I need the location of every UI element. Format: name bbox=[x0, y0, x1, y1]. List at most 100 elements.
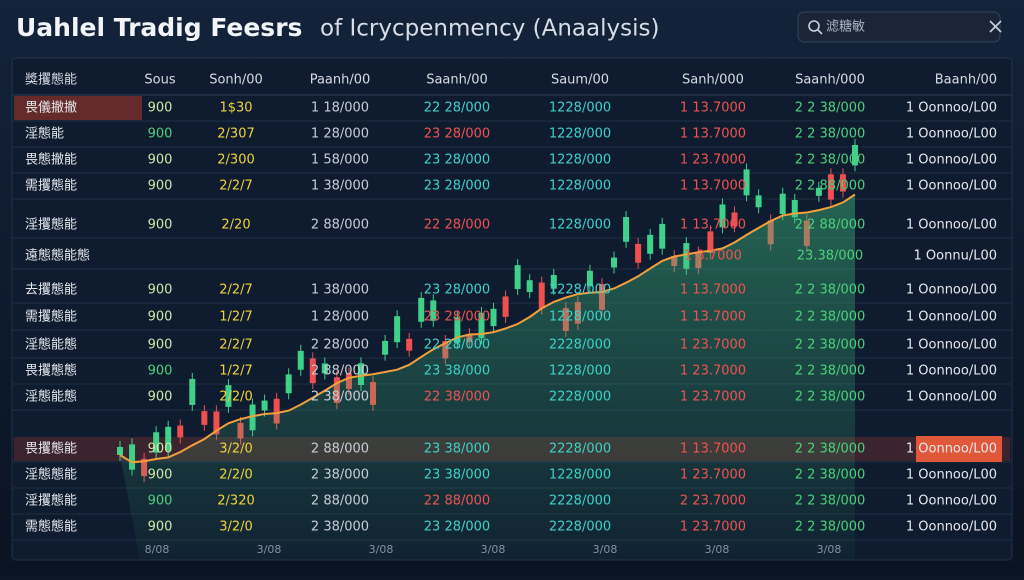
table-cell: 1 23.7000 bbox=[680, 520, 746, 535]
candle-body bbox=[153, 432, 160, 453]
candle-body bbox=[731, 212, 738, 227]
column-header: Saanh/00 bbox=[426, 73, 488, 88]
table-cell: 1 Oonnoo/L00 bbox=[906, 390, 997, 405]
table-cell: 遠態態能態 bbox=[25, 248, 90, 264]
table-cell: 1 23.7000 bbox=[680, 153, 746, 168]
table-cell: 3/2/0 bbox=[219, 520, 253, 535]
footer-label: 3/08 bbox=[817, 543, 842, 556]
table-cell: 淫態能態 bbox=[25, 389, 77, 405]
table-cell: 2 38/000 bbox=[311, 520, 369, 535]
table-cell: 1228/000 bbox=[549, 364, 611, 379]
table-cell: 2/2/7 bbox=[219, 283, 253, 298]
table-cell: 900 bbox=[148, 494, 173, 509]
table-cell: 2 2 88/000 bbox=[795, 179, 866, 194]
candle-body bbox=[177, 425, 184, 438]
candle-body bbox=[538, 282, 545, 309]
table-cell: 1 13.7000 bbox=[680, 179, 746, 194]
search-placeholder: 滤糖敏 bbox=[826, 19, 865, 35]
table-cell: 900 bbox=[148, 468, 173, 483]
candle-body bbox=[285, 374, 292, 394]
column-header: Sous bbox=[144, 73, 175, 88]
table-cell: 1 13.7000 bbox=[680, 310, 746, 325]
table-cell: 23 28/000 bbox=[424, 283, 490, 298]
candle-body bbox=[418, 297, 425, 322]
table-cell: 1228/000 bbox=[549, 127, 611, 142]
candle-body bbox=[201, 411, 208, 425]
table-cell: 2 2 38/000 bbox=[795, 442, 866, 457]
table-cell: 23 28/000 bbox=[424, 179, 490, 194]
column-header: Baanh/00 bbox=[935, 73, 997, 88]
table-cell: 1 Oonnoo/L00 bbox=[906, 179, 997, 194]
close-button[interactable] bbox=[989, 20, 1002, 33]
candle-body bbox=[707, 231, 714, 254]
candle-body bbox=[189, 378, 196, 405]
candle-body bbox=[273, 398, 280, 424]
table-cell: 1228/000 bbox=[549, 468, 611, 483]
table-cell: 需攫態能 bbox=[25, 178, 77, 194]
table-cell: 1 3.7000 bbox=[684, 249, 742, 264]
table-cell: 1228/000 bbox=[549, 218, 611, 233]
candle-body bbox=[586, 270, 593, 287]
table-cell: 900 bbox=[148, 338, 173, 353]
table-cell: 23 28/000 bbox=[424, 127, 490, 142]
table-cell: 2 2 38/000 bbox=[795, 520, 866, 535]
table-cell: 2 23.7000 bbox=[680, 494, 746, 509]
table-cell: 1228/000 bbox=[549, 153, 611, 168]
table-cell: 1 28/000 bbox=[311, 127, 369, 142]
table-cell: 1 13.7000 bbox=[680, 218, 746, 233]
table-cell: 23 38/000 bbox=[424, 364, 490, 379]
table-cell: 22 88/000 bbox=[424, 494, 490, 509]
table-cell: 去攫態能 bbox=[25, 282, 77, 298]
candle-body bbox=[213, 411, 220, 435]
table-cell: 900 bbox=[148, 127, 173, 142]
table-cell: 2 2 38/000 bbox=[795, 310, 866, 325]
candle-body bbox=[791, 199, 798, 218]
table-cell: 淫態能 bbox=[25, 126, 64, 142]
table-cell: 22 28/000 bbox=[424, 218, 490, 233]
table-cell: 900 bbox=[148, 520, 173, 535]
search-icon bbox=[817, 29, 823, 35]
table-cell: 2/300 bbox=[217, 153, 254, 168]
table-cell: 需攫態能 bbox=[25, 309, 77, 325]
table-cell: 2 2 38/000 bbox=[795, 390, 866, 405]
table-cell: 23 28/000 bbox=[424, 520, 490, 535]
footer-label: 3/08 bbox=[593, 543, 618, 556]
table-cell: 2 38/000 bbox=[311, 468, 369, 483]
search-icon bbox=[808, 20, 820, 32]
footer-label: 3/08 bbox=[705, 543, 730, 556]
candle-body bbox=[815, 187, 822, 196]
table-cell: 22 38/000 bbox=[424, 390, 490, 405]
candle-body bbox=[117, 447, 123, 455]
table-cell: 2228/000 bbox=[549, 390, 611, 405]
table-cell: 1 Oonnoo/L00 bbox=[906, 153, 997, 168]
table-cell: 23.38/000 bbox=[797, 249, 863, 264]
table-cell: 1$30 bbox=[219, 101, 252, 116]
table-cell: 23 28/000 bbox=[424, 153, 490, 168]
table-cell: 2 38/000 bbox=[311, 390, 369, 405]
table-cell: 23 28/000 bbox=[424, 310, 490, 325]
candle-body bbox=[779, 193, 786, 215]
table-cell: 1 23.7000 bbox=[680, 364, 746, 379]
table-cell: 淫攫態能 bbox=[25, 493, 77, 509]
table-cell: 1 Oonnu/L00 bbox=[914, 249, 997, 264]
table-cell: 1 38/000 bbox=[311, 283, 369, 298]
candle-body bbox=[635, 243, 642, 263]
candle-body bbox=[129, 444, 136, 470]
candle-body bbox=[261, 400, 268, 411]
table-cell: 2 88/000 bbox=[311, 442, 369, 457]
table-cell: 1228/000 bbox=[549, 283, 611, 298]
candle-body bbox=[827, 174, 834, 200]
candle-body bbox=[225, 385, 232, 407]
table-cell: 2228/000 bbox=[549, 338, 611, 353]
table-cell: 2 2 38/000 bbox=[795, 364, 866, 379]
footer-label: 8/08 bbox=[145, 543, 170, 556]
table-cell: 900 bbox=[148, 179, 173, 194]
search-box[interactable] bbox=[797, 11, 1001, 43]
table-cell: 1 13.7000 bbox=[680, 442, 746, 457]
table-cell: 2 2 38/000 bbox=[795, 127, 866, 142]
candle-body bbox=[611, 257, 618, 268]
table-cell: 1 58/000 bbox=[311, 153, 369, 168]
table-cell: 1 23.7000 bbox=[680, 468, 746, 483]
table-cell: 畏態撤能 bbox=[25, 152, 77, 168]
